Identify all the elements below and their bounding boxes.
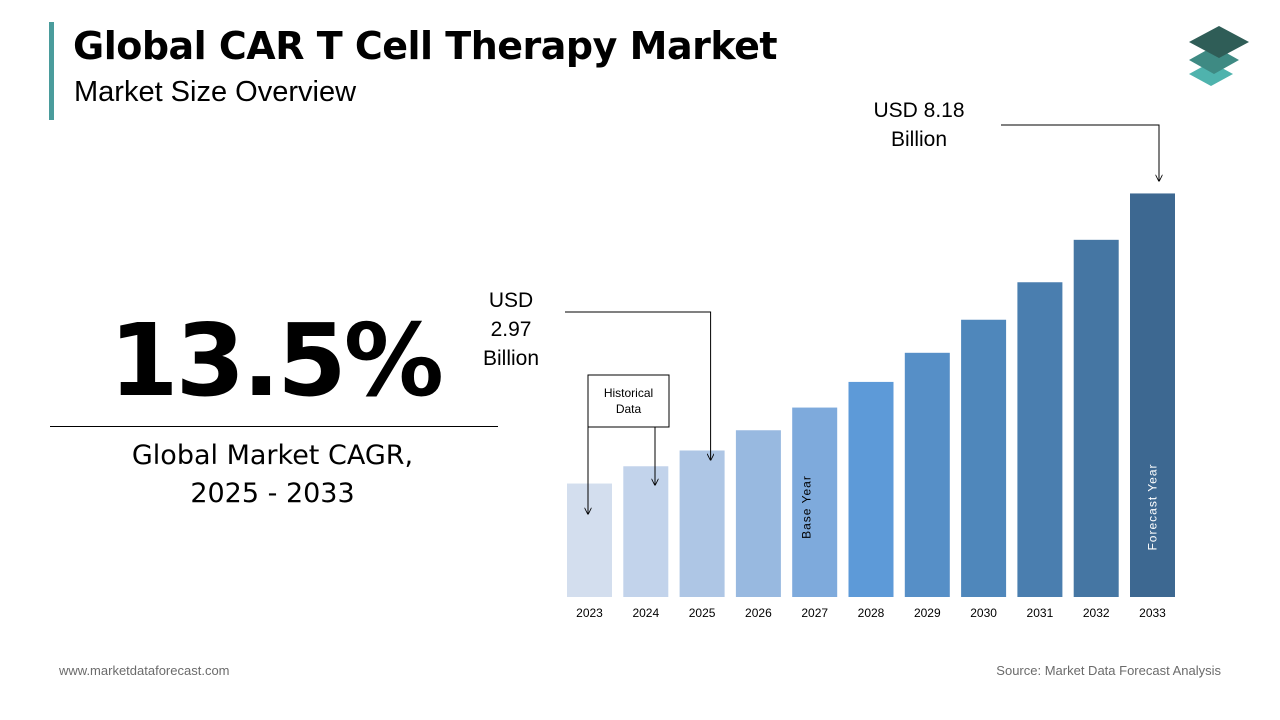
x-tick-2026: 2026 xyxy=(745,606,772,620)
bar-2023 xyxy=(567,483,612,597)
x-tick-2025: 2025 xyxy=(689,606,716,620)
x-tick-2030: 2030 xyxy=(970,606,997,620)
forecast-year-label: Forecast Year xyxy=(1146,463,1160,550)
bar-2032 xyxy=(1073,239,1119,597)
cagr-label: Global Market CAGR, 2025 - 2033 xyxy=(50,437,495,513)
x-tick-2033: 2033 xyxy=(1139,606,1166,620)
historical-data-box xyxy=(587,374,670,428)
footer-source: Source: Market Data Forecast Analysis xyxy=(996,663,1221,678)
start-value-arrow xyxy=(565,311,711,460)
bar-2025 xyxy=(679,450,725,597)
bar-2031 xyxy=(1017,282,1063,597)
layers-logo-icon xyxy=(1189,26,1249,86)
cagr-divider xyxy=(50,426,498,427)
end-value-label: USD 8.18 Billion xyxy=(873,99,964,151)
bar-2028 xyxy=(848,381,894,597)
x-tick-2031: 2031 xyxy=(1027,606,1054,620)
bar-2026 xyxy=(735,430,781,597)
bar-2029 xyxy=(904,352,950,597)
x-tick-2032: 2032 xyxy=(1083,606,1110,620)
x-tick-2027: 2027 xyxy=(801,606,828,620)
page-title: Global CAR T Cell Therapy Market xyxy=(73,24,778,68)
x-tick-2028: 2028 xyxy=(858,606,885,620)
cagr-value: 13.5% xyxy=(109,302,444,419)
cagr-label-line1: Global Market CAGR, xyxy=(131,440,414,471)
historical-data-label: Historical Data xyxy=(604,386,653,416)
title-accent-bar xyxy=(49,22,54,120)
bar-2024 xyxy=(623,466,669,597)
x-tick-2029: 2029 xyxy=(914,606,941,620)
bar-2027 xyxy=(792,407,838,597)
x-tick-2023: 2023 xyxy=(576,606,603,620)
page-subtitle: Market Size Overview xyxy=(74,76,357,108)
x-tick-2024: 2024 xyxy=(632,606,659,620)
cagr-label-line2: 2025 - 2033 xyxy=(190,478,355,509)
end-value-arrow xyxy=(1001,124,1159,181)
base-year-label: Base Year xyxy=(800,475,814,539)
bar-2030 xyxy=(961,319,1007,597)
bar-2033 xyxy=(1130,193,1175,597)
footer-website: www.marketdataforecast.com xyxy=(59,663,230,678)
